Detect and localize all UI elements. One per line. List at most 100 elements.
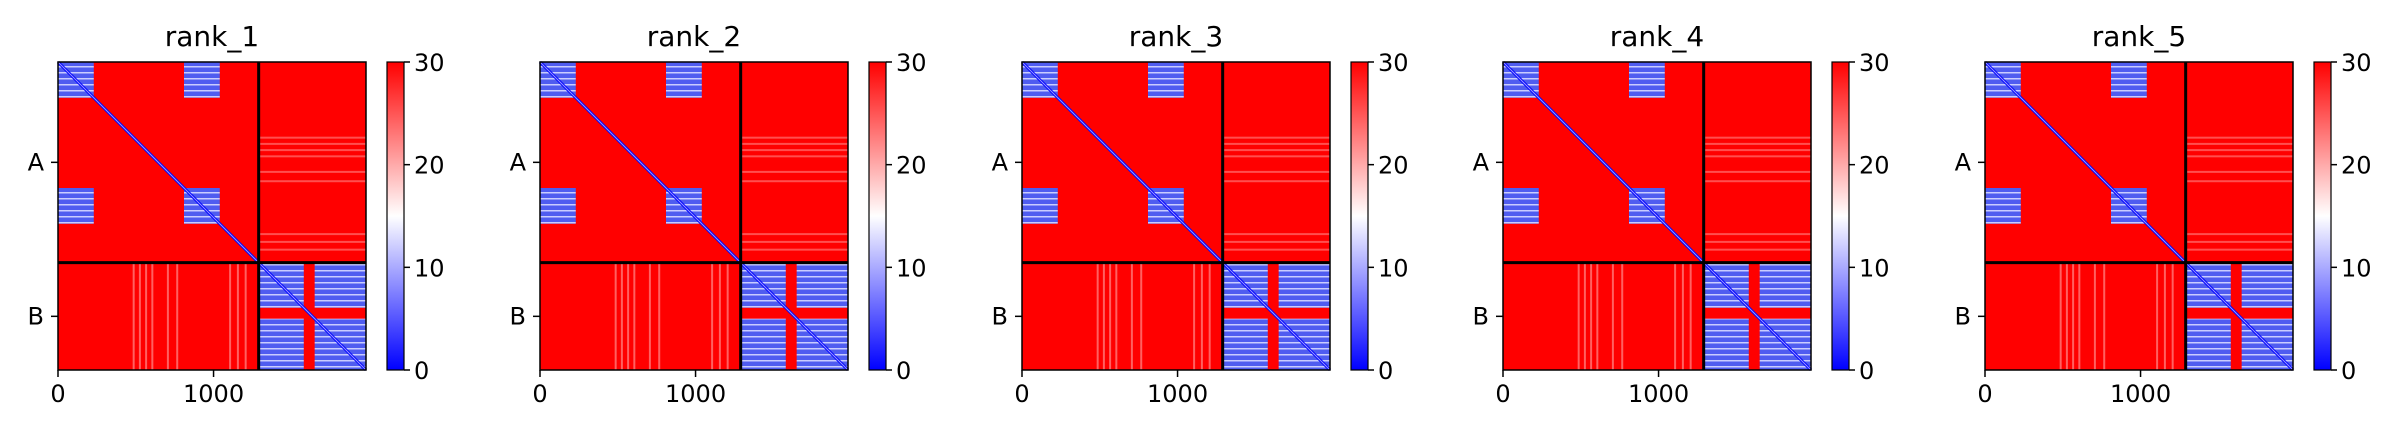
low-pae-block [1278,262,1330,308]
axes-frame [1984,61,2294,371]
heatmap-streak [176,262,179,370]
axes-frame [1502,61,1812,371]
heatmap-streak [1674,262,1677,370]
heatmap-streak [1200,262,1203,370]
heatmap-streak [718,262,721,370]
low-pae-block [2111,62,2147,98]
heatmap-streak [740,180,848,183]
diagonal-highlight [539,61,849,371]
heatmap-streak [236,262,239,370]
colorbar-gradient [1350,61,1369,371]
heatmap-streak [2185,248,2293,251]
heatmap-streak [258,180,366,183]
heatmap-streak [2185,170,2293,173]
low-pae-block [796,262,848,308]
low-pae-block [1503,188,1539,224]
heatmap-streak [1140,262,1143,370]
panel-title: rank_5 [2092,20,2186,53]
heatmap-streak [2185,155,2293,158]
heatmap-streak [1577,262,1580,370]
colorbar-tick-label: 10 [414,254,445,282]
heatmap-streak [2059,262,2062,370]
heatmap-streak [244,262,247,370]
axes-frame [539,61,849,371]
colorbar-tick-label: 30 [1859,49,1890,77]
diagonal-highlight [1021,61,1331,371]
heatmap-streak [1703,142,1811,145]
heatmap-streak [740,233,848,236]
heatmap-streak [1703,248,1811,251]
heatmap-streak [633,262,636,370]
heatmap-streak [1611,262,1614,370]
heatmap-streak [1583,262,1586,370]
heatmap-panel-3: rank_3 0 1000 A B 0 10 20 30 [992,20,1409,408]
colorbar-tick-label: 0 [1378,357,1393,385]
heatmap-streak [2156,262,2159,370]
heatmap-streak [1596,262,1599,370]
heatmap-streak [740,136,848,139]
diagonal-highlight [57,61,367,371]
y-tick-label: A [510,148,527,176]
y-tick-label: B [992,302,1008,330]
heatmap-streak [1222,142,1330,145]
heatmap-panel-4: rank_4 0 1000 A B 0 10 20 30 [1473,20,1890,408]
x-tick-label: 0 [50,380,65,408]
low-pae-block [540,188,576,224]
heatmap-streak [2078,262,2081,370]
heatmap-streak [1222,233,1330,236]
heatmap-streak [1621,262,1624,370]
heatmap-streak [740,149,848,152]
heatmap-panel-5: rank_5 0 1000 A B 0 10 20 30 [1955,20,2372,408]
heatmap-streak [1703,240,1811,243]
y-tick-label: A [1955,148,1972,176]
low-pae-block [58,188,94,224]
heatmap-streak [1193,262,1196,370]
low-pae-block [740,318,786,370]
heatmap-streak [1681,262,1684,370]
low-pae-block [184,62,220,98]
y-tick-label: B [1473,302,1489,330]
colorbar-tick-label: 0 [2341,357,2356,385]
heatmap-panel-2: rank_2 0 1000 A B 0 10 20 30 [510,20,927,408]
x-tick-label: 0 [1977,380,1992,408]
heatmap-streak [1222,180,1330,183]
heatmap-streak [1222,155,1330,158]
heatmap-streak [166,262,169,370]
heatmap-streak [2185,233,2293,236]
low-pae-block [1148,62,1184,98]
colorbar-tick-label: 30 [896,49,927,77]
panel-title: rank_1 [165,20,259,53]
heatmap-streak [2103,262,2106,370]
colorbar-gradient [386,61,405,371]
heatmap-streak [1703,233,1811,236]
heatmap-streak [1703,149,1811,152]
heatmap-streak [2072,262,2075,370]
heatmap-streak [1222,240,1330,243]
x-tick-label: 1000 [1628,380,1689,408]
axes-frame [57,61,367,371]
low-pae-block [314,262,366,308]
heatmap-streak [627,262,630,370]
colorbar-gradient [2313,61,2332,371]
heatmap-panel-1: rank_1 0 1000 A B 0 10 20 30 [28,20,445,408]
low-pae-block [666,62,702,98]
colorbar-gradient [868,61,887,371]
heatmap-streak [229,262,232,370]
heatmap-streak [1222,248,1330,251]
heatmap-streak [1130,262,1133,370]
x-tick-label: 1000 [2110,380,2171,408]
heatmap-streak [740,240,848,243]
diagonal-highlight [1502,61,1812,371]
heatmap-streak [258,170,366,173]
heatmap-streak [258,240,366,243]
heatmap-streak [258,233,366,236]
heatmap-streak [614,262,617,370]
x-tick-label: 0 [1495,380,1510,408]
x-tick-label: 1000 [665,380,726,408]
heatmap-streak [2185,142,2293,145]
heatmap-streak [1222,136,1330,139]
heatmap-streak [726,262,729,370]
x-tick-label: 1000 [183,380,244,408]
colorbar-tick-label: 30 [414,49,445,77]
heatmap-streak [1703,180,1811,183]
